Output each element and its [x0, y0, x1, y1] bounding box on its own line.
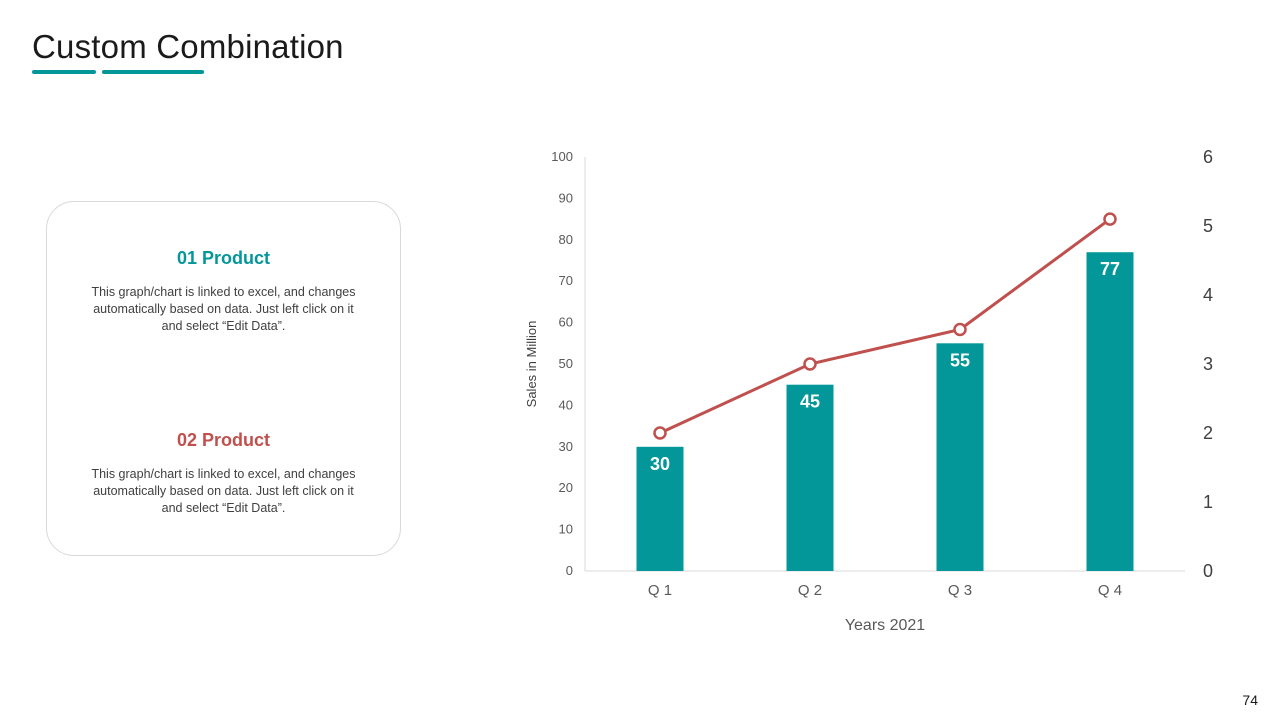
- bar-data-label: 45: [800, 392, 820, 412]
- bar-data-label: 77: [1100, 259, 1120, 279]
- bar-data-label: 30: [650, 454, 670, 474]
- y-axis-title: Sales in Million: [524, 321, 539, 408]
- line-point-2: [803, 357, 817, 371]
- x-tick-label: Q 2: [798, 582, 822, 599]
- bar-1: [636, 446, 684, 571]
- y2-tick-label: 6: [1203, 147, 1213, 167]
- y-tick-label: 30: [559, 439, 573, 454]
- line-point-4: [1103, 212, 1117, 226]
- y2-tick-label: 2: [1203, 423, 1213, 443]
- bar-3: [936, 343, 984, 571]
- legend-text-product-1: This graph/chart is linked to excel, and…: [91, 285, 356, 333]
- legend-text-product-2: This graph/chart is linked to excel, and…: [91, 467, 356, 515]
- y-tick-label: 50: [559, 356, 573, 371]
- line-point-3: [953, 322, 967, 337]
- legend-heading-product-1: 01 Product: [176, 248, 271, 268]
- legend-card: 01 Product This graph/chart is linked to…: [46, 201, 401, 556]
- bar-data-label: 55: [950, 350, 970, 370]
- page-number: 74: [1242, 692, 1258, 708]
- legend-heading-product-2: 02 Product: [176, 430, 271, 450]
- title-underline-short: [32, 70, 96, 74]
- y2-tick-label: 3: [1203, 354, 1213, 374]
- y-tick-label: 40: [559, 397, 573, 412]
- bar-4: [1086, 252, 1134, 571]
- y2-tick-label: 0: [1203, 561, 1213, 581]
- x-tick-label: Q 3: [948, 582, 972, 599]
- y-tick-label: 60: [559, 315, 573, 330]
- y2-tick-label: 1: [1203, 492, 1213, 512]
- y-tick-label: 0: [566, 563, 573, 578]
- x-tick-label: Q 4: [1098, 582, 1122, 599]
- bar-2: [786, 384, 834, 571]
- y-tick-label: 90: [559, 190, 573, 205]
- y-tick-label: 10: [559, 522, 573, 537]
- line-point-1: [653, 426, 667, 440]
- y-tick-label: 20: [559, 480, 573, 495]
- y2-tick-label: 5: [1203, 216, 1213, 236]
- x-tick-label: Q 1: [648, 582, 672, 599]
- legend-product-1: 01 Product This graph/chart is linked to…: [47, 248, 400, 335]
- page-title: Custom Combination: [32, 28, 344, 65]
- y-tick-label: 80: [559, 232, 573, 247]
- x-axis-title: Years 2021: [845, 617, 925, 634]
- y-tick-label: 70: [559, 273, 573, 288]
- title-underline-long: [102, 70, 204, 74]
- line-series: [659, 217, 1111, 435]
- legend-product-2: 02 Product This graph/chart is linked to…: [47, 430, 400, 517]
- y2-tick-label: 4: [1203, 285, 1213, 305]
- y-tick-label: 100: [551, 149, 573, 164]
